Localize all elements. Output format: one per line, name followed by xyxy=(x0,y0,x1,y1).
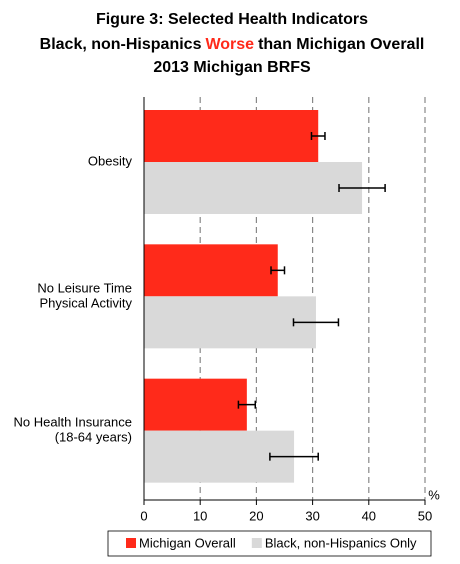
y-tick-label: No Health Insurance xyxy=(13,415,132,430)
chart-title: Black, non-Hispanics Worse than Michigan O… xyxy=(40,36,425,53)
legend-swatch xyxy=(126,538,136,548)
error-bar xyxy=(270,266,286,275)
error-bar xyxy=(237,400,257,409)
error-bar xyxy=(292,318,340,327)
y-tick-label: No Leisure Time xyxy=(37,280,132,295)
bar xyxy=(144,378,247,431)
legend-box xyxy=(107,530,432,557)
chart-title: 2013 Michigan BRFS xyxy=(153,59,311,76)
x-tick-label: 50 xyxy=(418,508,432,523)
legend-label: Black, non-Hispanics Only xyxy=(265,535,417,550)
x-axis-label: % xyxy=(428,487,440,502)
bar xyxy=(144,296,316,349)
x-tick-label: 10 xyxy=(193,508,207,523)
y-tick-label: Physical Activity xyxy=(40,295,133,310)
x-tick-label: 0 xyxy=(140,508,147,523)
legend-swatch xyxy=(251,538,262,548)
error-bar xyxy=(269,452,319,461)
chart-title: Figure 3: Selected Health Indicators xyxy=(96,11,368,28)
bar xyxy=(144,430,295,483)
title-part: Worse xyxy=(205,36,254,53)
y-tick-label: Obesity xyxy=(88,153,133,168)
error-bar xyxy=(338,184,386,192)
x-tick-label: 40 xyxy=(362,508,376,523)
bar xyxy=(144,110,319,162)
title-part: than Michigan Overall xyxy=(258,36,424,53)
error-bar xyxy=(310,132,326,140)
bar xyxy=(144,244,278,297)
x-tick-label: 30 xyxy=(305,508,319,523)
bar xyxy=(144,162,363,214)
title-part: Black, non-Hispanics xyxy=(40,36,202,53)
y-tick-label: (18-64 years) xyxy=(55,430,132,445)
legend-label: Michigan Overall xyxy=(139,535,236,550)
x-tick-label: 20 xyxy=(249,508,263,523)
